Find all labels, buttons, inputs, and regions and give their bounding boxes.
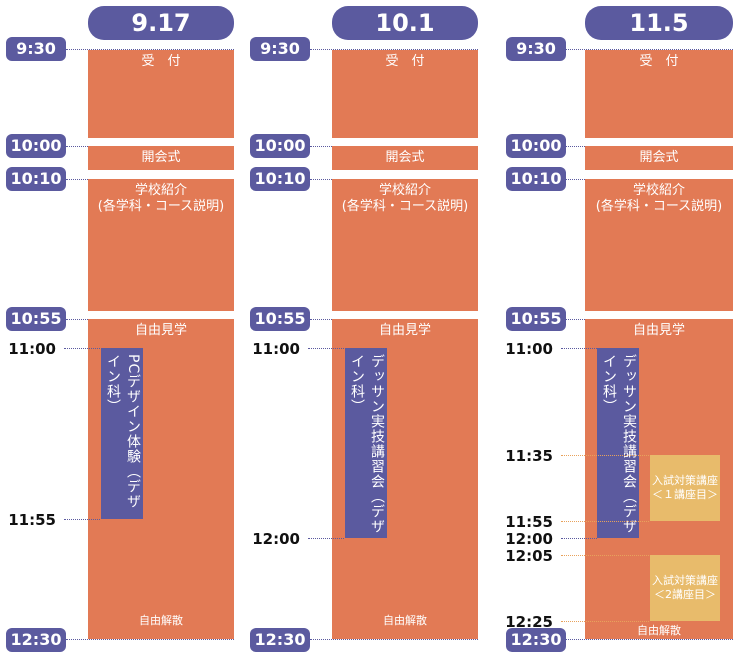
reception-block: 受 付 [332,50,478,138]
time-tag: 10:00 [506,134,566,158]
opening-block: 開会式 [332,146,478,170]
dessin-session: デッサン実技講習会（デザイン科） [597,348,639,538]
free-visit-label: 自由見学 [134,323,187,338]
time-line [561,555,649,556]
time-tag: 10:55 [506,307,566,331]
reception-block: 受 付 [585,50,733,138]
reception-block: 受 付 [88,50,234,138]
time-tag: 10:10 [506,167,566,191]
school-intro-block: 学校紹介 (各学科・コース説明) [585,179,733,311]
intro-line2: (各学科・コース説明) [595,199,723,214]
time-tag: 9:30 [506,37,566,61]
time-label: 11:00 [505,340,553,358]
date-header: 9.17 [88,6,234,40]
time-tag: 10:55 [6,307,66,331]
exam2-line1: 入試対策講座 [652,574,718,587]
time-tag: 12:30 [250,628,310,652]
time-tag: 12:30 [6,628,66,652]
time-line [66,639,234,640]
intro-line2: (各学科・コース説明) [341,199,469,214]
time-tag: 10:00 [6,134,66,158]
time-line [563,639,733,640]
time-label: 12:00 [505,530,553,548]
dismissal-label: 自由解散 [637,624,681,637]
dismissal-label: 自由解散 [383,614,427,627]
intro-line1: 学校紹介 [378,183,431,198]
time-label: 12:25 [505,613,553,631]
exam-prep-session-1: 入試対策講座 ＜１講座目＞ [650,455,720,521]
time-line [561,455,649,456]
time-label: 12:05 [505,547,553,565]
time-tag: 10:10 [6,167,66,191]
time-line [64,519,100,520]
intro-line2: (各学科・コース説明) [97,199,225,214]
time-line [308,348,344,349]
time-tag: 9:30 [250,37,310,61]
date-header: 10.1 [332,6,478,40]
time-tag: 10:55 [250,307,310,331]
time-label: 11:00 [252,340,300,358]
opening-block: 開会式 [88,146,234,170]
exam-prep-session-2: 入試対策講座 ＜2講座目＞ [650,555,720,621]
exam1-line2: ＜１講座目＞ [652,488,718,501]
time-line [308,538,344,539]
time-line [561,621,649,622]
time-tag: 12:30 [506,628,566,652]
time-line [310,639,478,640]
time-line [64,348,100,349]
intro-line1: 学校紹介 [632,183,685,198]
time-tag: 10:00 [250,134,310,158]
time-line [66,49,234,50]
time-label: 12:00 [252,530,300,548]
time-label: 11:55 [505,513,553,531]
free-visit-label: 自由見学 [632,323,685,338]
school-intro-block: 学校紹介 (各学科・コース説明) [88,179,234,311]
date-header: 11.5 [585,6,733,40]
dismissal-label: 自由解散 [139,614,183,627]
time-line [561,538,597,539]
time-line [561,348,597,349]
intro-line1: 学校紹介 [134,183,187,198]
time-line [563,49,733,50]
exam2-line2: ＜2講座目＞ [654,588,716,601]
school-intro-block: 学校紹介 (各学科・コース説明) [332,179,478,311]
exam1-line1: 入試対策講座 [652,474,718,487]
time-label: 11:00 [8,340,56,358]
time-label: 11:55 [8,511,56,529]
pc-design-session: PCデザイン体験（デザイン科） [101,348,143,519]
time-line [561,521,649,522]
time-tag: 9:30 [6,37,66,61]
time-tag: 10:10 [250,167,310,191]
time-line [310,49,478,50]
opening-block: 開会式 [585,146,733,170]
time-label: 11:35 [505,447,553,465]
free-visit-label: 自由見学 [378,323,431,338]
dessin-session: デッサン実技講習会（デザイン科） [345,348,387,538]
